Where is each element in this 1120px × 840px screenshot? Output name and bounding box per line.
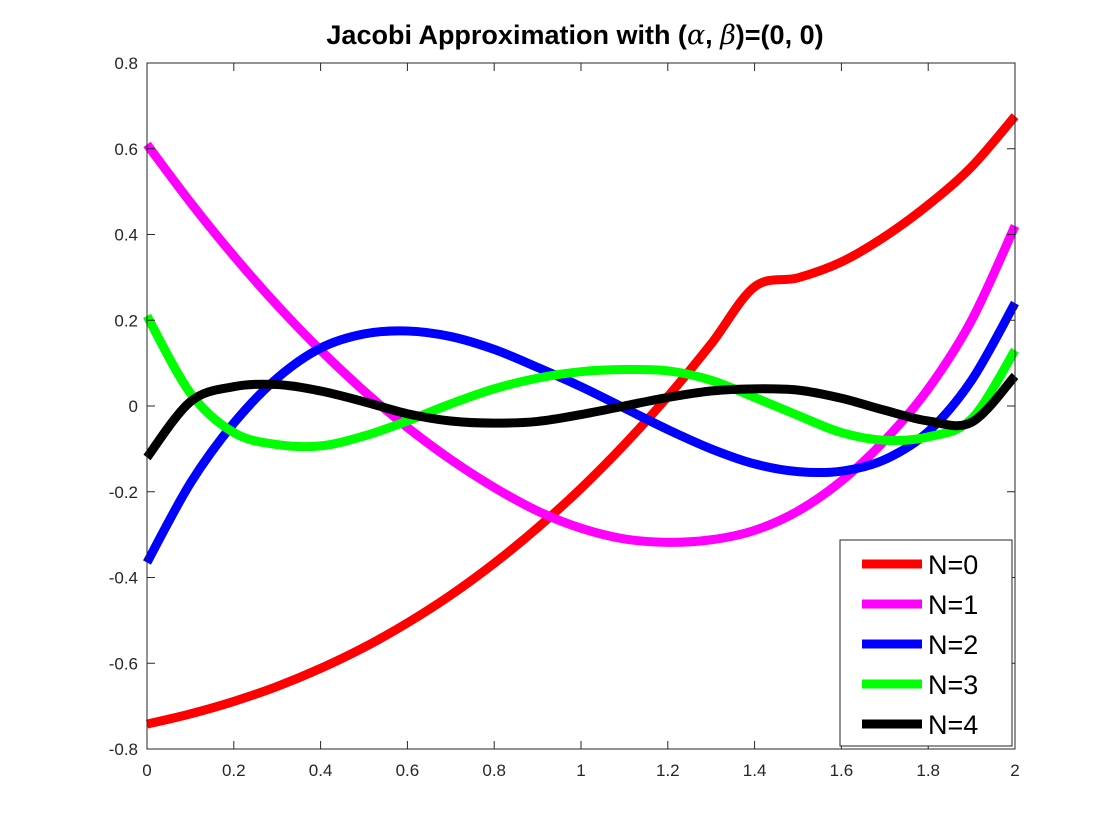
x-tick-label-2: 0.4	[309, 761, 333, 780]
series-line-3	[143, 313, 1019, 452]
x-tick-label-3: 0.6	[396, 761, 420, 780]
legend-label-1: N=1	[928, 590, 978, 620]
x-tick-label-0: 0	[142, 761, 151, 780]
y-tick-labels: -0.8 -0.6 -0.4 -0.2 0 0.2 0.4 0.6 0.8	[109, 54, 138, 759]
legend-label-3: N=3	[928, 670, 978, 700]
series-layer	[143, 113, 1020, 729]
legend: N=0 N=1 N=2 N=3 N=4	[839, 539, 1013, 747]
series-line-0	[145, 113, 1019, 729]
legend-label-4: N=4	[928, 710, 978, 740]
y-tick-label-2: -0.4	[109, 569, 138, 588]
y-tick-label-8: 0.8	[114, 54, 138, 73]
series-line-2	[143, 300, 1019, 565]
y-tick-label-6: 0.4	[114, 226, 138, 245]
legend-label-0: N=0	[928, 550, 978, 580]
x-tick-label-8: 1.6	[830, 761, 854, 780]
y-tick-label-7: 0.6	[114, 140, 138, 159]
x-tick-labels: 0 0.2 0.4 0.6 0.8 1 1.2 1.4 1.6 1.8 2	[142, 761, 1019, 780]
y-tick-label-5: 0.2	[114, 311, 138, 330]
x-tick-label-6: 1.2	[656, 761, 680, 780]
y-tick-label-0: -0.8	[109, 740, 138, 759]
x-tick-label-10: 2	[1010, 761, 1019, 780]
y-tick-label-4: 0	[129, 397, 138, 416]
x-tick-label-4: 0.8	[482, 761, 506, 780]
chart-title: Jacobi Approximation with (α, β)=(0, 0)	[326, 20, 823, 51]
x-tick-label-5: 1	[576, 761, 585, 780]
y-tick-label-3: -0.2	[109, 483, 138, 502]
legend-label-2: N=2	[928, 630, 978, 660]
y-tick-label-1: -0.6	[109, 654, 138, 673]
series-line-4	[143, 372, 1019, 461]
x-tick-label-7: 1.4	[743, 761, 767, 780]
x-tick-label-9: 1.8	[916, 761, 940, 780]
x-tick-label-1: 0.2	[222, 761, 246, 780]
